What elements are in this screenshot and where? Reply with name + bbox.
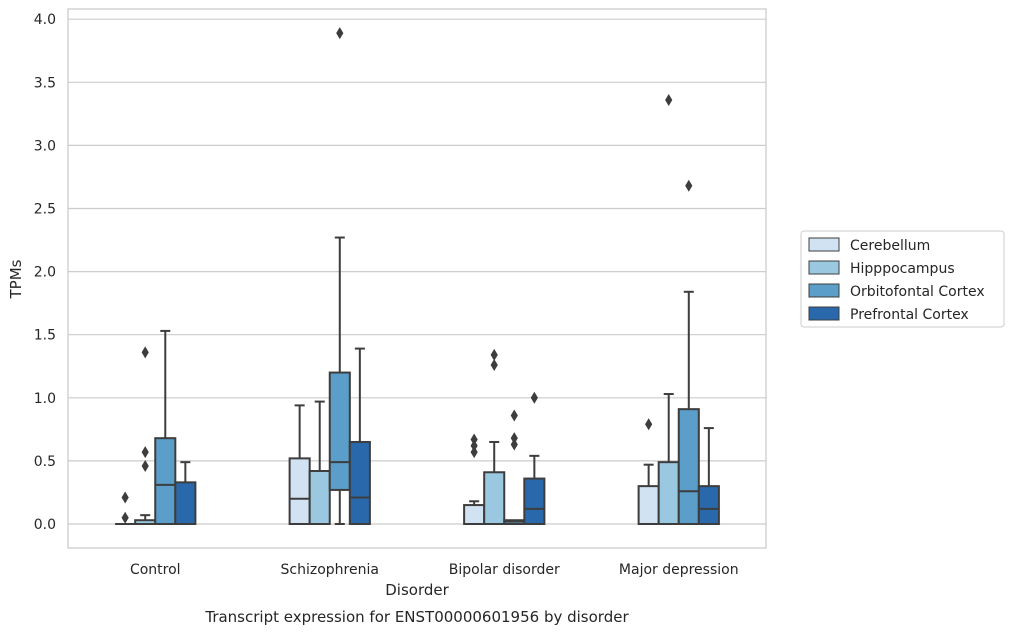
outlier-point [510, 438, 518, 451]
outlier-point [490, 348, 498, 361]
outlier-point [141, 446, 149, 459]
y-tick-label: 0.0 [34, 517, 56, 533]
y-tick-label: 1.5 [34, 328, 56, 344]
box-prefrontal-cortex [348, 347, 371, 525]
legend: Cerebellum Hipppocampus Orbitofontal Corte… [800, 230, 1005, 328]
legend-swatch [808, 260, 840, 275]
box-iqr [657, 461, 680, 525]
box-cerebellum [463, 433, 486, 526]
y-tick-labels: 0.0 0.5 1.0 1.5 2.0 2.5 3.0 3.5 4.0 [34, 12, 56, 533]
box-cerebellum [637, 418, 660, 526]
outlier-point [490, 358, 498, 371]
legend-swatch [808, 306, 840, 321]
box-iqr [483, 471, 506, 525]
box-orbitofontal-cortex [677, 179, 700, 525]
y-tick-label: 2.5 [34, 202, 56, 218]
x-axis-label: Disorder [385, 581, 449, 599]
box-iqr [328, 371, 351, 491]
box-prefrontal-cortex [174, 461, 197, 526]
plot-frame [67, 8, 767, 549]
box-iqr [308, 469, 331, 526]
y-axis-label: TPMs [7, 259, 25, 299]
box-iqr [463, 504, 486, 526]
outlier-point [530, 391, 538, 404]
outlier-point [121, 511, 129, 524]
outlier-point [470, 446, 478, 459]
outlier-point [141, 346, 149, 359]
x-tick-label: Bipolar disorder [449, 562, 560, 578]
outlier-point [141, 459, 149, 472]
box-cerebellum [115, 491, 136, 525]
box-prefrontal-cortex [697, 427, 720, 526]
x-tick-label: Major depression [619, 562, 739, 578]
box-hipppocampus [134, 346, 157, 525]
outlier-point [685, 179, 693, 192]
box-prefrontal-cortex [523, 391, 546, 525]
y-tick-label: 3.0 [34, 138, 56, 154]
x-tick-label: Control [130, 562, 181, 578]
legend-label: Hipppocampus [850, 261, 955, 277]
y-tick-label: 0.5 [34, 454, 56, 470]
box-hipppocampus [308, 400, 331, 526]
outlier-point [121, 491, 129, 504]
y-tick-label: 2.0 [34, 265, 56, 281]
box-iqr [697, 485, 720, 526]
legend-frame [800, 230, 1005, 328]
x-tick-labels: Control Schizophrenia Bipolar disorder Majo… [130, 562, 739, 578]
boxes [115, 27, 720, 526]
outlier-point [510, 409, 518, 422]
legend-swatch [808, 283, 840, 298]
outlier-point [336, 27, 344, 40]
y-tick-label: 3.5 [34, 75, 56, 91]
x-tick-label: Schizophrenia [281, 562, 379, 578]
plot-area [68, 9, 766, 548]
outlier-point [470, 439, 478, 452]
box-iqr [677, 408, 700, 525]
box-orbitofontal-cortex [154, 329, 177, 525]
y-tick-label: 4.0 [34, 12, 56, 28]
legend-swatch [808, 237, 840, 252]
legend-label: Prefrontal Cortex [850, 307, 969, 323]
box-iqr [288, 457, 311, 526]
box-hipppocampus [483, 348, 506, 525]
chart-caption: Transcript expression for ENST0000060195… [204, 608, 629, 626]
outlier-point [665, 93, 673, 106]
box-iqr [154, 437, 177, 525]
outlier-point [470, 433, 478, 446]
legend-label: Orbitofontal Cortex [850, 284, 985, 300]
box-iqr [348, 440, 371, 525]
legend-label: Cerebellum [850, 238, 930, 254]
outlier-point [645, 418, 653, 431]
box-iqr [174, 481, 197, 526]
outlier-point [510, 432, 518, 445]
box-iqr [523, 477, 546, 525]
box-iqr [637, 485, 660, 526]
box-orbitofontal-cortex [503, 409, 526, 525]
box-orbitofontal-cortex [328, 27, 351, 525]
y-tick-label: 1.0 [34, 391, 56, 407]
